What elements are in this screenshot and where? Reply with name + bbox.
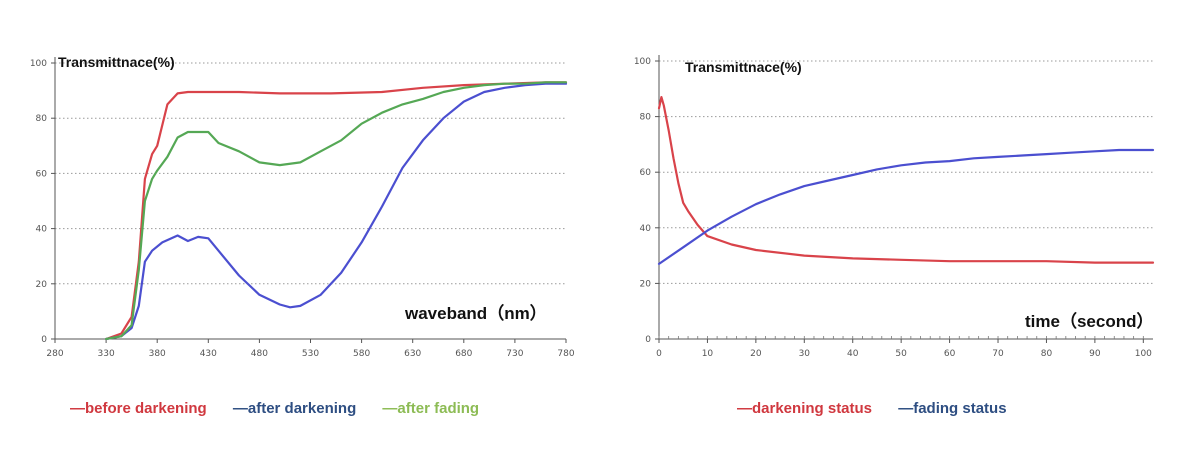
- y-tick-label-60: 60: [36, 169, 48, 179]
- series-line-after-darkening: [104, 82, 568, 341]
- x-tick-label-730: 730: [506, 349, 523, 359]
- y-tick-label-0: 0: [41, 335, 47, 345]
- x-tick-label-10: 10: [702, 349, 714, 359]
- x-tick-label-70: 70: [992, 349, 1004, 359]
- x-axis-label: time（second）: [1025, 311, 1153, 331]
- x-axis-label: waveband（nm）: [404, 303, 547, 323]
- series-line-after-fading: [104, 81, 568, 341]
- series-line-before-darkening: [104, 81, 568, 341]
- y-tick-label-0: 0: [645, 335, 651, 345]
- x-tick-label-90: 90: [1089, 349, 1101, 359]
- x-tick-label-530: 530: [302, 349, 319, 359]
- x-tick-label-20: 20: [750, 349, 762, 359]
- y-tick-label-80: 80: [640, 113, 652, 123]
- x-tick-label-30: 30: [799, 349, 811, 359]
- y-tick-label-80: 80: [36, 114, 48, 124]
- x-tick-label-80: 80: [1041, 349, 1053, 359]
- legend-after-darkening: —after darkening: [232, 400, 357, 417]
- x-tick-label-100: 100: [1135, 349, 1152, 359]
- legend-fading-status: —fading status: [898, 400, 1007, 417]
- x-tick-label-680: 680: [455, 349, 472, 359]
- series-line-fading-status: [657, 148, 1155, 265]
- y-axis-label: Transmittnace(%): [58, 54, 175, 70]
- x-tick-label-330: 330: [98, 349, 115, 359]
- legend-before-darkening: —before darkening: [70, 400, 207, 417]
- y-tick-label-40: 40: [640, 224, 652, 234]
- time-chart: 0 20 40 60 80 100 0 10 20 30 40 50 60 70 80 90 100 Transm…: [634, 55, 1155, 359]
- x-tick-label-50: 50: [895, 349, 907, 359]
- y-tick-label-100: 100: [30, 59, 47, 69]
- legend-time-chart: —darkening status —fading status: [737, 400, 1029, 417]
- chart-panel-transmittance-waveband: 0 20 40 60 80 100 280 330 380 430 480 530 580 630 680 7…: [30, 18, 585, 374]
- y-tick-label-20: 20: [36, 280, 48, 290]
- legend-after-fading: —after fading: [382, 400, 480, 417]
- waveband-chart: 0 20 40 60 80 100 280 330 380 430 480 530 580 630 680 7…: [30, 54, 575, 359]
- x-tick-label-380: 380: [149, 349, 166, 359]
- legend-waveband-chart: —before darkening —after darkening —afte…: [70, 400, 501, 417]
- x-tick-label-630: 630: [404, 349, 421, 359]
- y-tick-label-60: 60: [640, 168, 652, 178]
- chart-panel-transmittance-time: 0 20 40 60 80 100 0 10 20 30 40 50 60 70 80 90 100 Transm…: [613, 18, 1155, 374]
- x-tick-label-780: 780: [557, 349, 574, 359]
- y-axis-label: Transmittnace(%): [685, 59, 802, 75]
- legend-darkening-status: —darkening status: [737, 400, 873, 417]
- y-tick-label-100: 100: [634, 57, 651, 67]
- x-tick-label-430: 430: [200, 349, 217, 359]
- x-tick-label-580: 580: [353, 349, 370, 359]
- x-tick-label-40: 40: [847, 349, 859, 359]
- x-tick-label-60: 60: [944, 349, 956, 359]
- y-tick-label-20: 20: [640, 279, 652, 289]
- x-tick-label-0: 0: [656, 349, 662, 359]
- series-line-darkening-status: [657, 95, 1155, 264]
- x-tick-label-480: 480: [251, 349, 268, 359]
- y-tick-label-40: 40: [36, 225, 48, 235]
- x-tick-label-280: 280: [46, 349, 63, 359]
